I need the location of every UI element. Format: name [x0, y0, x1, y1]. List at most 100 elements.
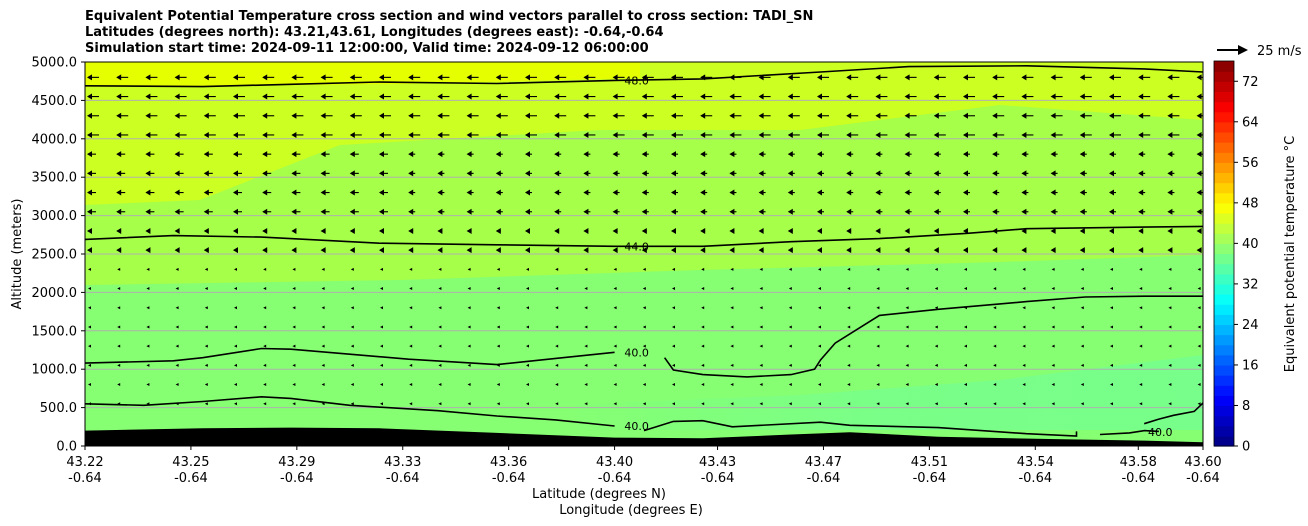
wind-arrow — [583, 170, 591, 177]
wind-arrow — [875, 131, 888, 138]
wind-arrow — [701, 287, 705, 291]
wind-arrow — [525, 74, 537, 81]
x-tick-label-lat: 43.36 — [490, 455, 527, 470]
wind-arrow — [1050, 189, 1058, 196]
wind-arrow — [495, 93, 508, 100]
contour-line-4 — [85, 395, 615, 427]
wind-arrow — [88, 363, 91, 367]
wind-arrow — [847, 267, 851, 271]
wind-arrow — [905, 287, 909, 291]
wind-arrow — [876, 344, 880, 348]
wind-arrow — [1109, 170, 1116, 177]
wind-arrow — [992, 208, 1000, 215]
wind-arrow — [408, 247, 414, 254]
wind-arrow — [1079, 74, 1092, 81]
wind-legend-label: 25 m/s — [1257, 44, 1302, 59]
wind-arrow — [349, 112, 362, 119]
wind-arrow — [1110, 344, 1113, 348]
wind-arrow — [672, 287, 675, 291]
colorbar-step — [1214, 91, 1234, 103]
wind-arrow — [145, 208, 155, 215]
wind-arrow — [292, 402, 296, 406]
wind-arrow — [380, 344, 383, 348]
wind-arrow — [291, 189, 301, 196]
colorbar-step — [1214, 354, 1234, 366]
wind-arrow — [700, 93, 713, 100]
wind-arrow — [263, 402, 267, 406]
wind-arrow — [233, 189, 242, 196]
wind-arrow — [262, 131, 275, 138]
wind-arrow — [963, 74, 975, 81]
wind-arrow — [291, 208, 301, 215]
wind-arrow — [1050, 151, 1058, 158]
wind-arrow — [87, 189, 96, 196]
wind-arrow — [466, 189, 474, 196]
wind-arrow — [349, 227, 355, 234]
wind-arrow — [787, 208, 795, 215]
wind-arrow — [408, 189, 416, 196]
chart-title-line-2: Latitudes (degrees north): 43.21,43.61, … — [85, 25, 664, 40]
wind-arrow — [292, 363, 296, 367]
wind-arrow — [437, 189, 445, 196]
wind-arrow — [292, 287, 296, 291]
wind-arrow — [234, 383, 237, 387]
wind-arrow — [1110, 306, 1113, 310]
wind-arrow — [87, 151, 96, 158]
wind-arrow — [700, 247, 706, 254]
wind-arrow — [175, 383, 179, 387]
y-tick-label: 500.0 — [40, 401, 77, 416]
colorbar-tick-label: 72 — [1242, 75, 1259, 90]
wind-arrow — [1110, 325, 1113, 329]
wind-arrow — [1079, 151, 1087, 158]
wind-arrow — [787, 151, 795, 158]
wind-arrow — [1021, 189, 1029, 196]
wind-arrow — [875, 247, 881, 254]
wind-arrow — [1021, 93, 1034, 100]
x-tick-label-lat: 43.33 — [384, 455, 421, 470]
wind-arrow — [234, 363, 237, 367]
colorbar-step — [1214, 111, 1234, 123]
wind-arrow — [203, 227, 209, 234]
wind-arrow — [963, 93, 975, 100]
wind-arrow — [117, 267, 121, 271]
wind-arrow — [905, 363, 909, 367]
wind-arrow — [934, 287, 938, 291]
wind-arrow — [409, 383, 413, 387]
wind-arrow — [1139, 306, 1143, 310]
wind-arrow — [554, 112, 567, 119]
colorbar-step — [1214, 152, 1234, 163]
wind-arrow — [116, 227, 122, 234]
wind-arrow — [1109, 74, 1121, 81]
wind-arrow — [787, 227, 793, 234]
wind-arrow — [846, 93, 859, 100]
wind-arrow — [818, 325, 821, 329]
wind-arrow — [262, 151, 272, 158]
wind-arrow — [408, 151, 416, 158]
wind-arrow — [1139, 325, 1143, 329]
wind-arrow — [116, 208, 126, 215]
wind-arrow — [408, 208, 416, 215]
wind-arrow — [495, 247, 501, 254]
wind-arrow — [904, 170, 912, 177]
wind-arrow — [555, 383, 559, 387]
wind-arrow — [145, 227, 151, 234]
wind-arrow — [146, 363, 150, 367]
wind-arrow — [379, 227, 384, 234]
wind-arrow — [1050, 170, 1058, 177]
wind-arrow — [701, 402, 705, 406]
wind-arrow — [1168, 267, 1172, 271]
wind-arrow — [787, 93, 800, 100]
wind-arrow — [146, 325, 150, 329]
colorbar-tick-label: 8 — [1242, 399, 1250, 414]
wind-arrow — [262, 170, 272, 177]
wind-arrow — [730, 402, 734, 406]
wind-arrow — [145, 131, 158, 138]
wind-arrow — [934, 267, 938, 271]
wind-arrow — [992, 93, 1005, 100]
x-tick-label-lat: 43.54 — [1017, 455, 1054, 470]
wind-arrow — [116, 131, 129, 138]
field-band-warm-top — [85, 62, 640, 87]
wind-arrow — [320, 227, 326, 234]
wind-arrow — [1167, 74, 1180, 81]
wind-arrow — [934, 363, 938, 367]
